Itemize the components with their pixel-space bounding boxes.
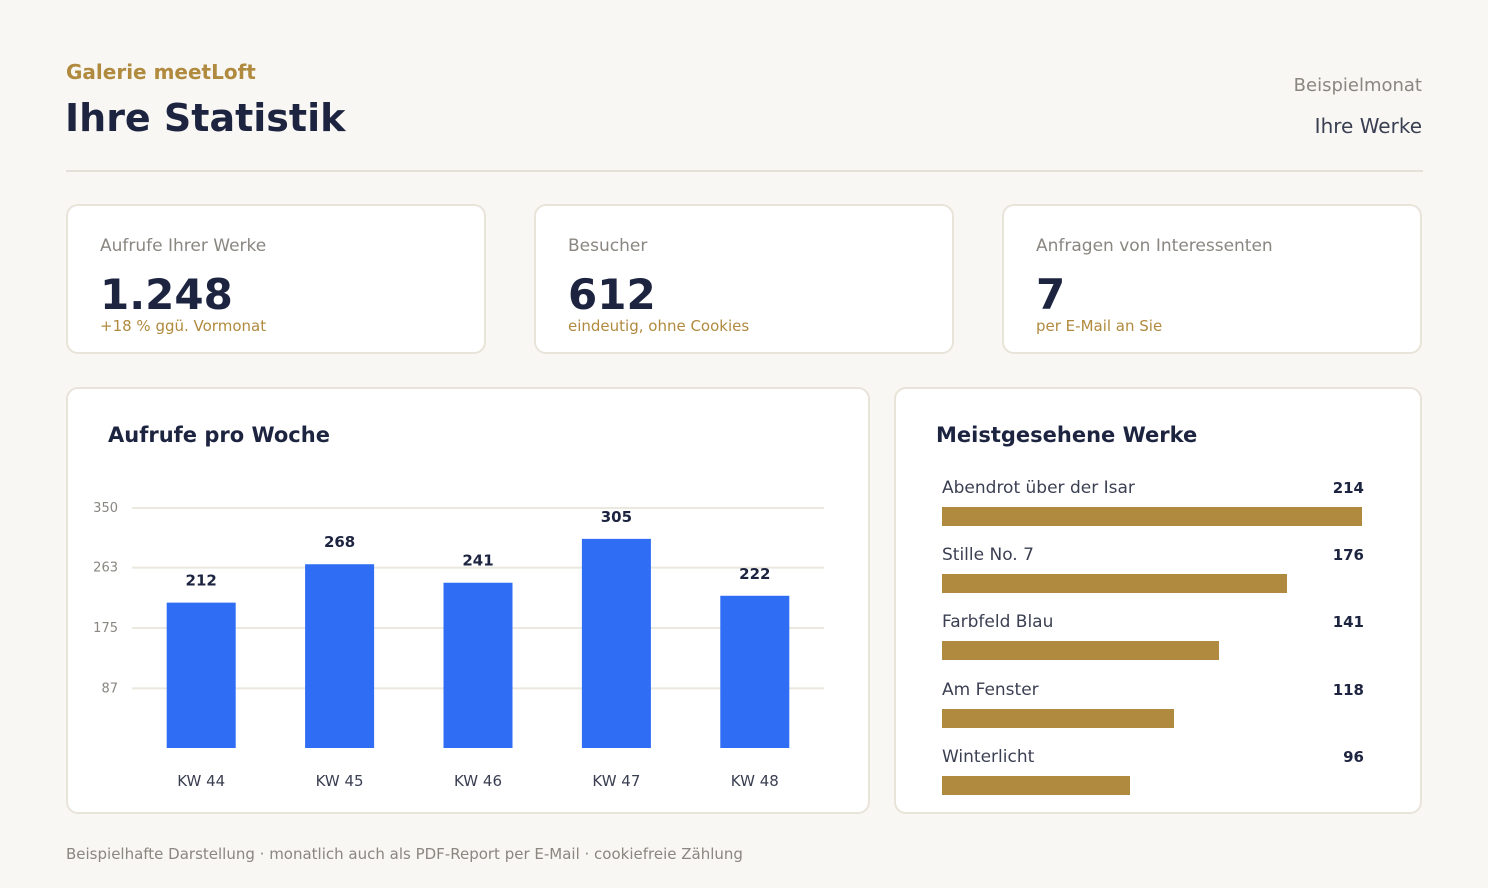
bar [581, 538, 651, 748]
top-work-name: Abendrot über der Isar [942, 478, 1135, 498]
bar [166, 602, 236, 748]
top-work-count: 96 [1343, 748, 1364, 766]
stat-value: 1.248 [100, 270, 233, 319]
stat-card-visitors: Besucher 612 eindeutig, ohne Cookies [534, 204, 954, 354]
top-work-name: Farbfeld Blau [942, 612, 1054, 632]
top-work-name: Am Fenster [942, 680, 1039, 700]
top-works-card: Meistgesehene Werke Abendrot über der Is… [894, 387, 1422, 814]
x-tick-label: KW 44 [177, 772, 225, 790]
top-work-bar [942, 709, 1174, 728]
top-work-item: Winterlicht 96 [942, 747, 1364, 807]
top-work-bar [942, 507, 1362, 526]
top-work-bar [942, 574, 1288, 593]
top-work-bar [942, 776, 1131, 795]
x-tick-label: KW 46 [454, 772, 502, 790]
stat-label: Besucher [568, 236, 648, 256]
top-work-count: 118 [1332, 681, 1364, 699]
scope-label: Ihre Werke [1314, 114, 1422, 138]
top-work-item: Abendrot über der Isar 214 [942, 478, 1364, 538]
brand-name: Galerie meetLoft [66, 60, 256, 84]
header-divider [66, 170, 1423, 172]
bar [305, 564, 375, 748]
page-title: Ihre Statistik [65, 96, 346, 140]
footer-note: Beispielhafte Darstellung · monatlich au… [66, 845, 743, 863]
top-work-item: Stille No. 7 176 [942, 545, 1364, 605]
bar-value-label: 241 [462, 552, 493, 570]
bar [443, 582, 513, 748]
stat-label: Anfragen von Interessenten [1036, 236, 1273, 256]
stat-sub: eindeutig, ohne Cookies [568, 317, 750, 335]
bar [720, 595, 790, 748]
top-work-item: Am Fenster 118 [942, 680, 1364, 740]
bar-value-label: 305 [601, 508, 632, 526]
stat-card-views: Aufrufe Ihrer Werke 1.248 +18 % ggü. Vor… [66, 204, 486, 354]
y-tick-label: 87 [101, 681, 118, 696]
x-tick-label: KW 45 [316, 772, 364, 790]
y-tick-label: 350 [93, 501, 118, 516]
top-work-count: 214 [1332, 479, 1364, 497]
bar-value-label: 212 [186, 572, 217, 590]
top-work-name: Winterlicht [942, 747, 1035, 767]
top-works-title: Meistgesehene Werke [936, 423, 1198, 447]
weekly-views-card: 87 175 263 350 212 KW 44 268 KW 45 241 KW 46 305 KW… [66, 387, 870, 814]
stat-sub: +18 % ggü. Vormonat [100, 317, 267, 335]
bar-value-label: 268 [324, 533, 355, 551]
chart-title: Aufrufe pro Woche [108, 423, 330, 447]
stat-value: 7 [1036, 270, 1066, 319]
top-work-count: 176 [1332, 546, 1364, 564]
stat-card-inquiries: Anfragen von Interessenten 7 per E-Mail … [1002, 204, 1422, 354]
top-work-bar [942, 641, 1219, 660]
top-work-name: Stille No. 7 [942, 545, 1034, 565]
x-tick-label: KW 48 [731, 772, 779, 790]
bar-value-label: 222 [739, 565, 770, 583]
top-work-count: 141 [1332, 613, 1364, 631]
y-tick-label: 175 [93, 621, 118, 636]
stat-label: Aufrufe Ihrer Werke [100, 236, 267, 256]
y-tick-label: 263 [93, 561, 118, 576]
period-label: Beispielmonat [1293, 75, 1422, 96]
stat-value: 612 [568, 270, 656, 319]
weekly-views-chart: 87 175 263 350 212 KW 44 268 KW 45 241 KW 46 305 KW… [93, 501, 824, 790]
stat-sub: per E-Mail an Sie [1036, 317, 1163, 335]
top-work-item: Farbfeld Blau 141 [942, 612, 1364, 672]
x-tick-label: KW 47 [592, 772, 640, 790]
